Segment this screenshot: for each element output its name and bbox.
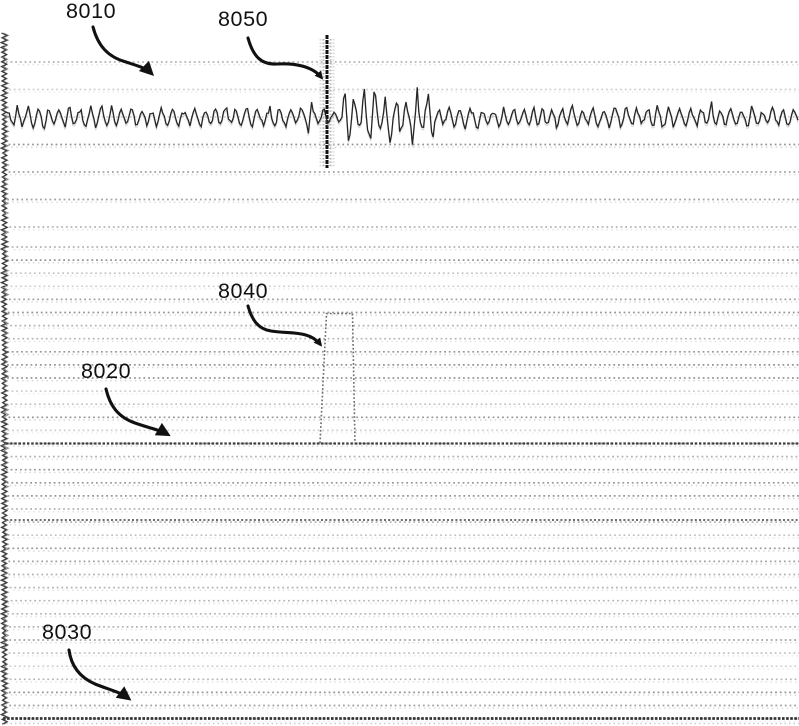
left-edge-texture [0,32,10,725]
callout-arrows [67,25,324,701]
ref-label-8040: 8040 [218,279,269,303]
ref-label-8030: 8030 [42,620,93,644]
arrow-8030 [67,648,132,701]
arrow-8020 [104,387,171,437]
gridlines [6,61,799,722]
ref-label-8010: 8010 [66,0,117,23]
left-edge-texture-line [0,32,9,725]
arrow-8040 [246,304,323,347]
arrow-8010 [91,25,155,77]
signal-traces [3,35,799,725]
trace-8010-waveform [5,87,799,145]
pulse-8040 [319,312,356,444]
arrow-8050 [246,36,324,80]
ref-label-8020: 8020 [81,359,132,383]
left-edge-texture-line [1,32,10,725]
ref-label-8050: 8050 [218,7,269,31]
